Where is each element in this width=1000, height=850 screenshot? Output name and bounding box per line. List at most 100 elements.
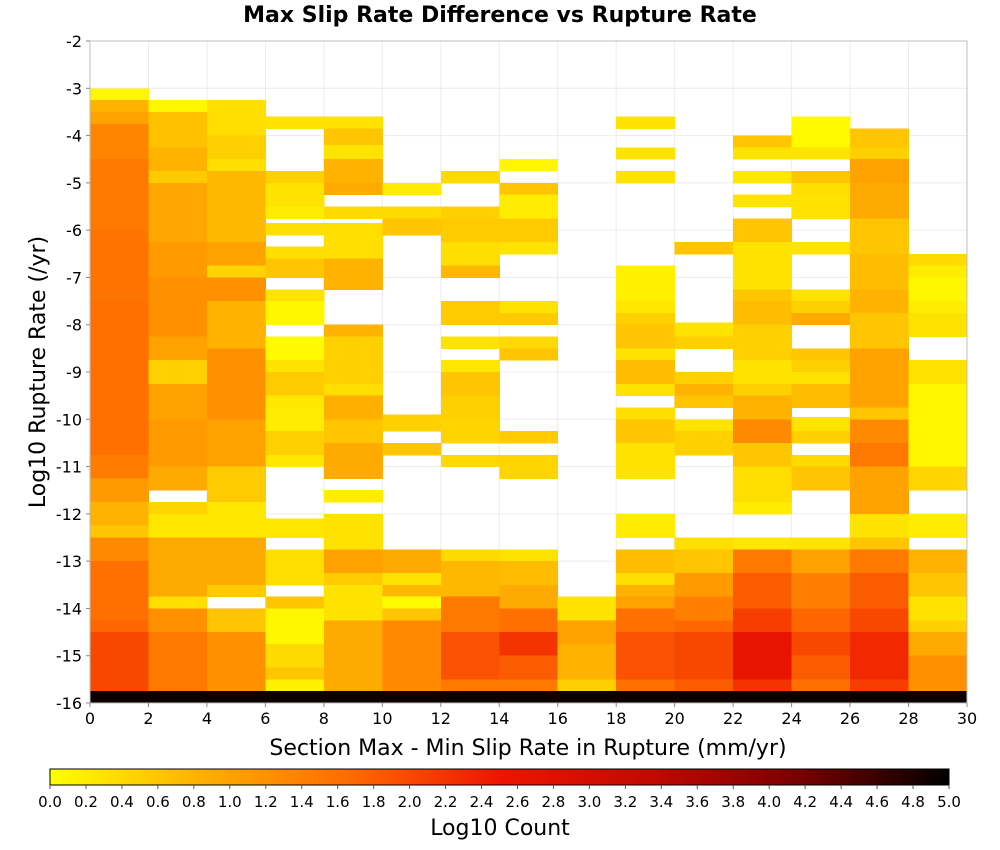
heatmap-cell: [908, 655, 968, 692]
heatmap-cell: [382, 584, 442, 598]
heatmap-cell: [850, 537, 910, 550]
heatmap-cell: [616, 691, 676, 704]
x-tick-label: 24: [781, 709, 801, 728]
heatmap-cell: [265, 431, 325, 456]
heatmap-cell: [499, 312, 559, 326]
heatmap-cell: [557, 596, 617, 621]
heatmap-cell: [499, 679, 559, 692]
heatmap-cell: [674, 679, 734, 692]
heatmap-cell: [908, 360, 968, 385]
heatmap-cell: [499, 182, 559, 196]
heatmap-cell: [499, 454, 559, 479]
y-tick-label: -3: [66, 79, 82, 98]
heatmap-cell: [674, 572, 734, 598]
heatmap-cell: [733, 135, 793, 148]
heatmap-cell: [557, 679, 617, 692]
heatmap-cell: [674, 322, 734, 338]
heatmap-cell: [148, 513, 208, 538]
x-axis-ticks: 0 2 4 6 8 10 12 14 16 18 20 22 24 26 28 30: [85, 703, 977, 728]
y-tick-label: -2: [66, 32, 82, 51]
y-tick-label: -6: [66, 221, 82, 240]
heatmap-cell: [791, 348, 851, 361]
heatmap-cell: [206, 348, 266, 420]
colorbar-tick-label: 1.0: [218, 793, 242, 811]
heatmap-cell: [908, 265, 968, 278]
heatmap-cell: [148, 111, 208, 148]
x-tick-label: 4: [202, 709, 212, 728]
heatmap-cell: [148, 608, 208, 633]
heatmap-cell: [850, 128, 910, 148]
heatmap-cell: [850, 632, 910, 680]
heatmap-cell: [733, 691, 793, 704]
heatmap-cell: [733, 537, 793, 550]
heatmap-cell: [499, 159, 559, 172]
heatmap-cell: [323, 395, 383, 420]
heatmap-cell: [733, 419, 793, 444]
heatmap-cell: [674, 620, 734, 633]
heatmap-cell: [323, 442, 383, 479]
heatmap-cell: [674, 383, 734, 397]
heatmap-cells: [90, 88, 968, 704]
heatmap-cell: [674, 691, 734, 704]
heatmap-cell: [674, 632, 734, 680]
heatmap-cell: [148, 383, 208, 420]
colorbar-tick-label: 2.0: [398, 793, 422, 811]
heatmap-cell: [440, 395, 500, 420]
heatmap-cell: [791, 537, 851, 550]
heatmap-cell: [908, 691, 968, 704]
heatmap-cell: [850, 608, 910, 633]
heatmap-cell: [323, 159, 383, 184]
heatmap-cell: [323, 128, 383, 146]
heatmap-cell: [850, 159, 910, 184]
heatmap-cell: [908, 620, 968, 633]
heatmap-cell: [850, 549, 910, 574]
heatmap-cell: [674, 395, 734, 408]
y-tick-label: -14: [56, 599, 82, 618]
heatmap-cell: [323, 584, 383, 621]
colorbar-tick-label: 3.0: [577, 793, 601, 811]
colorbar-tick-label: 4.0: [757, 793, 781, 811]
heatmap-cell: [265, 246, 325, 260]
heatmap-cell: [323, 549, 383, 574]
x-tick-label: 14: [489, 709, 509, 728]
x-tick-label: 28: [898, 709, 918, 728]
y-tick-label: -13: [56, 552, 82, 571]
heatmap-cell: [616, 348, 676, 361]
heatmap-cell: [206, 537, 266, 586]
heatmap-cell: [733, 466, 793, 503]
heatmap-cell: [850, 407, 910, 420]
heatmap-cell: [440, 265, 500, 278]
colorbar-ticks: 0.0 0.2 0.4 0.6 0.8 1.0 1.2 1.4 1.6 1.8 2.0 2.2 2.4 2…: [38, 785, 961, 811]
heatmap-cell: [323, 234, 383, 260]
heatmap-cell: [265, 289, 325, 302]
heatmap-cell: [733, 241, 793, 290]
heatmap-cell: [148, 596, 208, 609]
heatmap-cell: [265, 336, 325, 361]
heatmap-cell: [90, 537, 149, 562]
heatmap-cell: [850, 289, 910, 314]
y-axis-ticks: -2 -3 -4 -5 -6 -7 -8 -9 -10 -11 -12 -13 -14 -15 -16: [56, 32, 90, 713]
heatmap-cell: [733, 679, 793, 692]
heatmap-cell: [265, 608, 325, 645]
heatmap-cell: [206, 100, 266, 137]
heatmap-cell: [499, 632, 559, 657]
heatmap-cell: [265, 223, 325, 236]
heatmap-cell: [850, 312, 910, 349]
heatmap-cell: [206, 265, 266, 278]
heatmap-cell: [908, 383, 968, 468]
heatmap-cell: [733, 147, 793, 160]
heatmap-cell: [323, 620, 383, 692]
heatmap-cell: [90, 159, 149, 231]
x-tick-label: 0: [85, 709, 95, 728]
heatmap-cell: [382, 206, 442, 219]
heatmap-cell: [206, 632, 266, 692]
heatmap-cell: [265, 667, 325, 680]
heatmap-cell: [265, 643, 325, 669]
colorbar-tick-label: 3.2: [613, 793, 637, 811]
heatmap-cell: [791, 655, 851, 680]
heatmap-cell: [616, 301, 676, 314]
heatmap-cell: [616, 116, 676, 129]
colorbar-tick-label: 3.4: [649, 793, 673, 811]
heatmap-cell: [674, 537, 734, 550]
heatmap-cell: [206, 466, 266, 503]
